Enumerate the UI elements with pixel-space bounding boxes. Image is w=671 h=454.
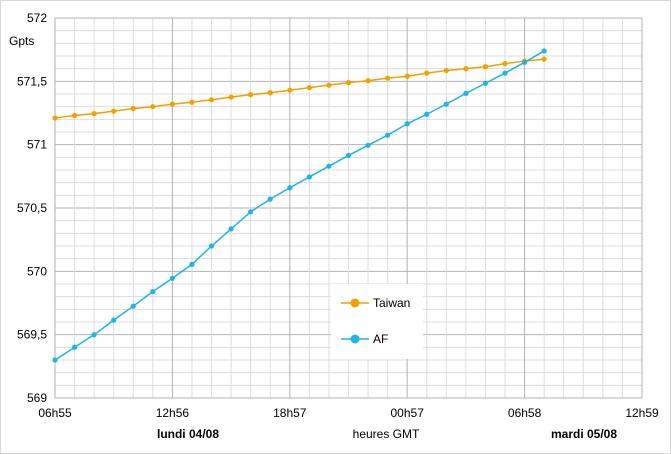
data-point-af — [482, 80, 489, 86]
data-point-af — [365, 142, 371, 148]
data-point-taiwan — [71, 112, 78, 119]
y-axis-title: Gpts — [9, 34, 34, 48]
y-tick-label: 569,5 — [17, 328, 47, 342]
data-point-taiwan — [287, 87, 293, 93]
data-point-af — [326, 163, 332, 169]
date-label-tuesday: mardi 05/08 — [551, 427, 617, 441]
data-point-taiwan — [189, 99, 195, 105]
x-tick-label: 06h55 — [38, 406, 72, 420]
data-point-af — [111, 317, 117, 323]
data-point-af — [443, 101, 449, 107]
data-point-taiwan — [326, 82, 332, 88]
data-point-af — [52, 357, 58, 363]
grid-lines — [54, 17, 643, 399]
data-point-af — [424, 111, 430, 117]
x-axis-ticks: 06h55 12h56 18h57 00h57 06h58 12h59 — [38, 406, 659, 420]
axes — [54, 18, 642, 399]
y-tick-label: 570 — [27, 264, 47, 278]
data-point-taiwan — [306, 85, 312, 91]
legend-marker-af — [350, 334, 360, 344]
legend-box — [331, 284, 423, 359]
data-point-af — [189, 261, 195, 267]
data-point-taiwan — [91, 111, 97, 117]
data-point-taiwan — [443, 67, 449, 74]
y-tick-label: 572 — [27, 11, 47, 25]
data-point-taiwan — [502, 61, 508, 67]
data-point-af — [306, 174, 312, 180]
data-point-taiwan — [111, 108, 117, 114]
data-point-taiwan — [52, 115, 58, 121]
data-point-taiwan — [404, 73, 410, 79]
data-point-af — [541, 48, 547, 54]
data-point-taiwan — [345, 80, 352, 86]
data-point-af — [385, 132, 391, 138]
data-point-af — [404, 121, 410, 127]
x-axis-title: heures GMT — [353, 427, 420, 441]
y-tick-label: 571 — [27, 138, 47, 152]
data-point-taiwan — [385, 75, 391, 81]
data-point-af — [150, 289, 156, 295]
x-tick-label: 12h59 — [625, 406, 659, 420]
data-point-af — [169, 275, 175, 281]
data-point-af — [267, 196, 273, 202]
data-point-af — [71, 344, 78, 350]
data-point-taiwan — [365, 78, 371, 84]
data-point-af — [91, 332, 97, 338]
data-point-af — [208, 243, 215, 249]
x-tick-label: 12h56 — [156, 406, 190, 420]
data-point-af — [287, 185, 293, 191]
data-point-taiwan — [463, 66, 469, 72]
data-point-taiwan — [248, 92, 254, 98]
x-tick-label: 18h57 — [273, 406, 307, 420]
legend: Taiwan AF — [331, 284, 423, 359]
y-tick-label: 570,5 — [17, 201, 47, 215]
data-point-taiwan — [228, 94, 234, 100]
series-line-taiwan — [54, 58, 545, 119]
data-point-af — [463, 90, 469, 96]
date-label-monday: lundi 04/08 — [157, 427, 219, 441]
y-tick-label: 569 — [27, 391, 47, 405]
data-point-taiwan — [208, 97, 215, 103]
y-axis-ticks: 569 569,5 570 570,5 571 571,5 572 — [17, 11, 47, 405]
data-point-taiwan — [541, 56, 547, 62]
series-layer — [52, 48, 547, 363]
series-line-af — [54, 50, 545, 361]
data-point-af — [248, 209, 254, 215]
y-tick-label: 571,5 — [17, 74, 47, 88]
data-point-af — [522, 59, 528, 65]
legend-label-af: AF — [373, 332, 388, 346]
data-point-af — [345, 152, 352, 159]
data-point-taiwan — [130, 105, 136, 112]
data-point-af — [502, 70, 508, 76]
data-point-taiwan — [424, 70, 430, 76]
data-point-af — [228, 226, 234, 232]
legend-label-taiwan: Taiwan — [373, 296, 410, 310]
data-point-taiwan — [267, 90, 273, 96]
data-point-taiwan — [150, 104, 156, 110]
x-tick-label: 00h57 — [391, 406, 425, 420]
data-point-af — [130, 303, 136, 309]
x-tick-label: 06h58 — [508, 406, 542, 420]
data-point-taiwan — [482, 64, 489, 70]
data-point-taiwan — [169, 101, 175, 107]
legend-marker-taiwan — [350, 298, 360, 308]
